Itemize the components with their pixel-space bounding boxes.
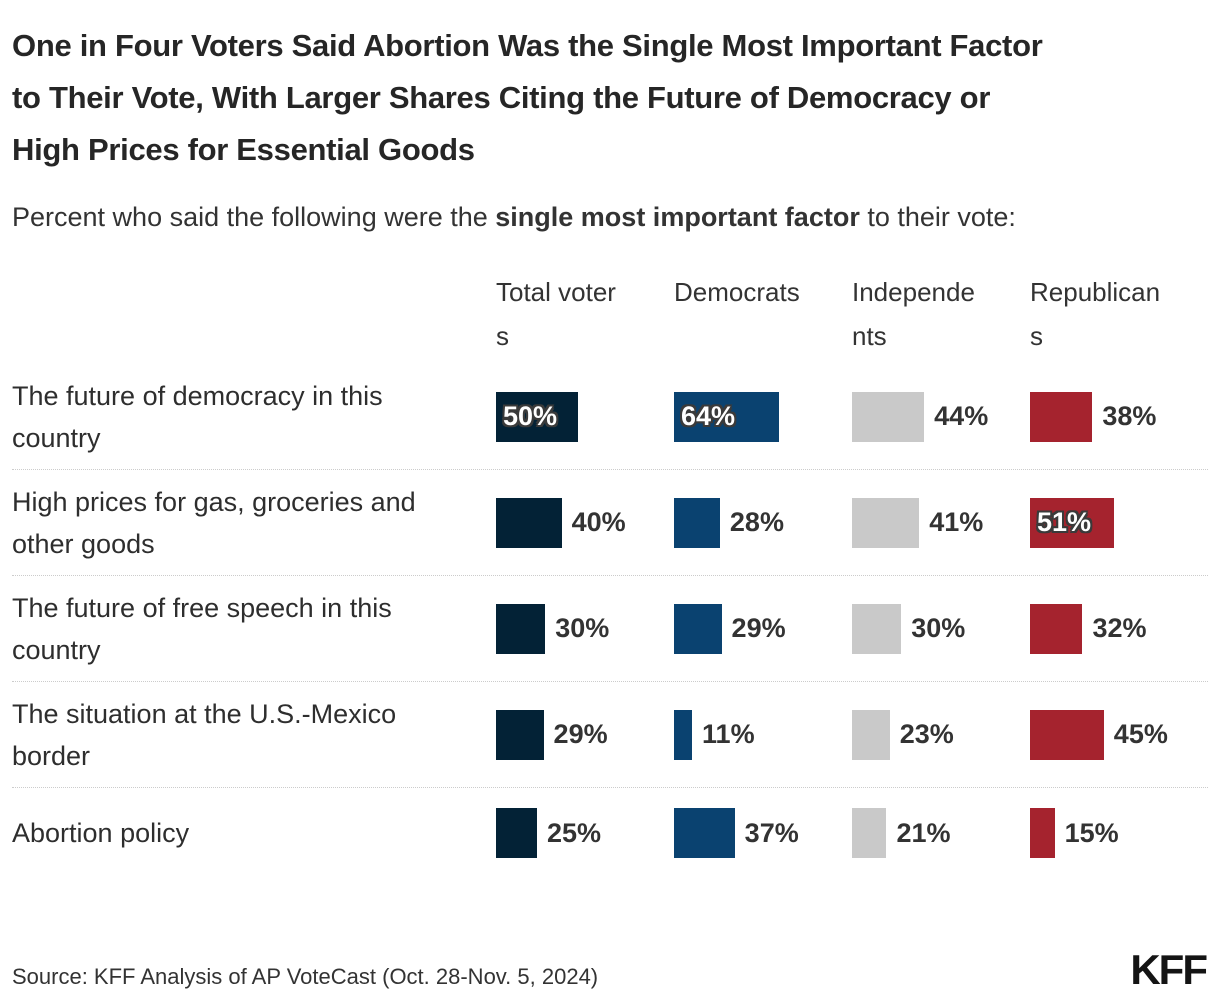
bar-cell: 50% (496, 364, 674, 469)
bar-value-label: 38% (1102, 401, 1157, 431)
bar (852, 808, 887, 858)
table-row: The future of democracy in this country 5… (12, 364, 1208, 470)
bar: 51% (1030, 497, 1114, 548)
bar-cell: 28% (674, 470, 852, 575)
column-header-republicans: Republicans (1030, 277, 1161, 351)
bar (1030, 709, 1104, 760)
bar-value-label: 29% (731, 613, 786, 643)
subtitle-prefix: Percent who said the following were the (12, 202, 496, 232)
table-row: The future of free speech in this countr… (12, 576, 1208, 682)
bar-value-label: 25% (547, 817, 602, 848)
bar (496, 497, 562, 548)
bar-value-label: 64% (681, 401, 736, 431)
chart-rows: The future of democracy in this country 5… (12, 364, 1208, 878)
bar-value-label: 30% (555, 613, 610, 643)
bar-cell: 21% (852, 788, 1030, 878)
bar (496, 808, 537, 858)
bar (1030, 808, 1055, 858)
bar (674, 808, 735, 858)
bar-value-label: 50% (503, 401, 558, 431)
table-row: Abortion policy 25% 37% 21% 15% (12, 788, 1208, 878)
bar-cell: 51% (1030, 470, 1208, 575)
bar-cell: 25% (496, 788, 674, 878)
column-header-independents: Independents (852, 277, 975, 351)
row-label: The future of democracy in this country (12, 380, 383, 453)
table-row: High prices for gas, groceries and other… (12, 470, 1208, 576)
bar (496, 709, 544, 760)
bar-value-label: 11% (702, 719, 755, 749)
chart-subtitle: Percent who said the following were the … (12, 196, 1142, 238)
bar-cell: 40% (496, 470, 674, 575)
bar-cell: 23% (852, 682, 1030, 787)
bar-value-label: 15% (1064, 817, 1119, 848)
bar-cell: 32% (1030, 576, 1208, 681)
row-label: High prices for gas, groceries and other… (12, 486, 416, 559)
bar-value-label: 45% (1113, 719, 1168, 749)
chart-title: One in Four Voters Said Abortion Was the… (12, 28, 1043, 167)
bar-cell: 41% (852, 470, 1030, 575)
bar (674, 709, 693, 760)
kff-logo: KFF (1130, 946, 1208, 993)
bar-value-label: 44% (934, 401, 989, 431)
bar-cell: 30% (852, 576, 1030, 681)
chart-footer: Source: KFF Analysis of AP VoteCast (Oct… (12, 946, 1208, 993)
bar-cell: 37% (674, 788, 852, 878)
bar (852, 709, 890, 760)
bar (852, 497, 920, 548)
subtitle-bold-phrase: single most important factor (495, 202, 860, 232)
bar-value-label: 29% (553, 719, 608, 749)
bar (674, 603, 722, 654)
subtitle-suffix: to their vote: (859, 202, 1016, 232)
bar-value-label: 28% (729, 507, 784, 537)
bar-value-label: 23% (899, 719, 954, 749)
bar-value-label: 21% (896, 817, 951, 848)
bar-cell: 45% (1030, 682, 1208, 787)
bar-cell: 44% (852, 364, 1030, 469)
bar (852, 603, 902, 654)
bar (496, 603, 546, 654)
row-label: The future of free speech in this countr… (12, 592, 392, 665)
bar (1030, 603, 1083, 654)
bar-value-label: 30% (911, 613, 966, 643)
bar-value-label: 32% (1092, 613, 1147, 643)
bar (852, 391, 925, 442)
column-header-total-voters: Total voters (496, 277, 616, 351)
bar-cell: 29% (674, 576, 852, 681)
bar-cell: 38% (1030, 364, 1208, 469)
bar (1030, 391, 1093, 442)
bar (674, 497, 720, 548)
source-text: Source: KFF Analysis of AP VoteCast (Oct… (12, 964, 599, 989)
bar-value-label: 40% (571, 507, 626, 537)
table-row: The situation at the U.S.-Mexico border 2… (12, 682, 1208, 788)
bar: 64% (674, 391, 779, 442)
bar-cell: 11% (674, 682, 852, 787)
row-label: The situation at the U.S.-Mexico border (12, 698, 397, 771)
bar: 50% (496, 391, 578, 442)
bar-cell: 30% (496, 576, 674, 681)
bar-value-label: 37% (744, 817, 799, 848)
bar-value-label: 41% (929, 507, 984, 537)
bar-cell: 15% (1030, 788, 1208, 878)
bar-value-label: 51% (1037, 507, 1092, 537)
column-header-democrats: Democrats (674, 277, 800, 307)
bar-cell: 29% (496, 682, 674, 787)
bar-cell: 64% (674, 364, 852, 469)
column-headers: Total voters Democrats Independents Repu… (12, 270, 1208, 358)
row-label: Abortion policy (12, 818, 190, 848)
row-label-column-spacer (12, 270, 496, 358)
